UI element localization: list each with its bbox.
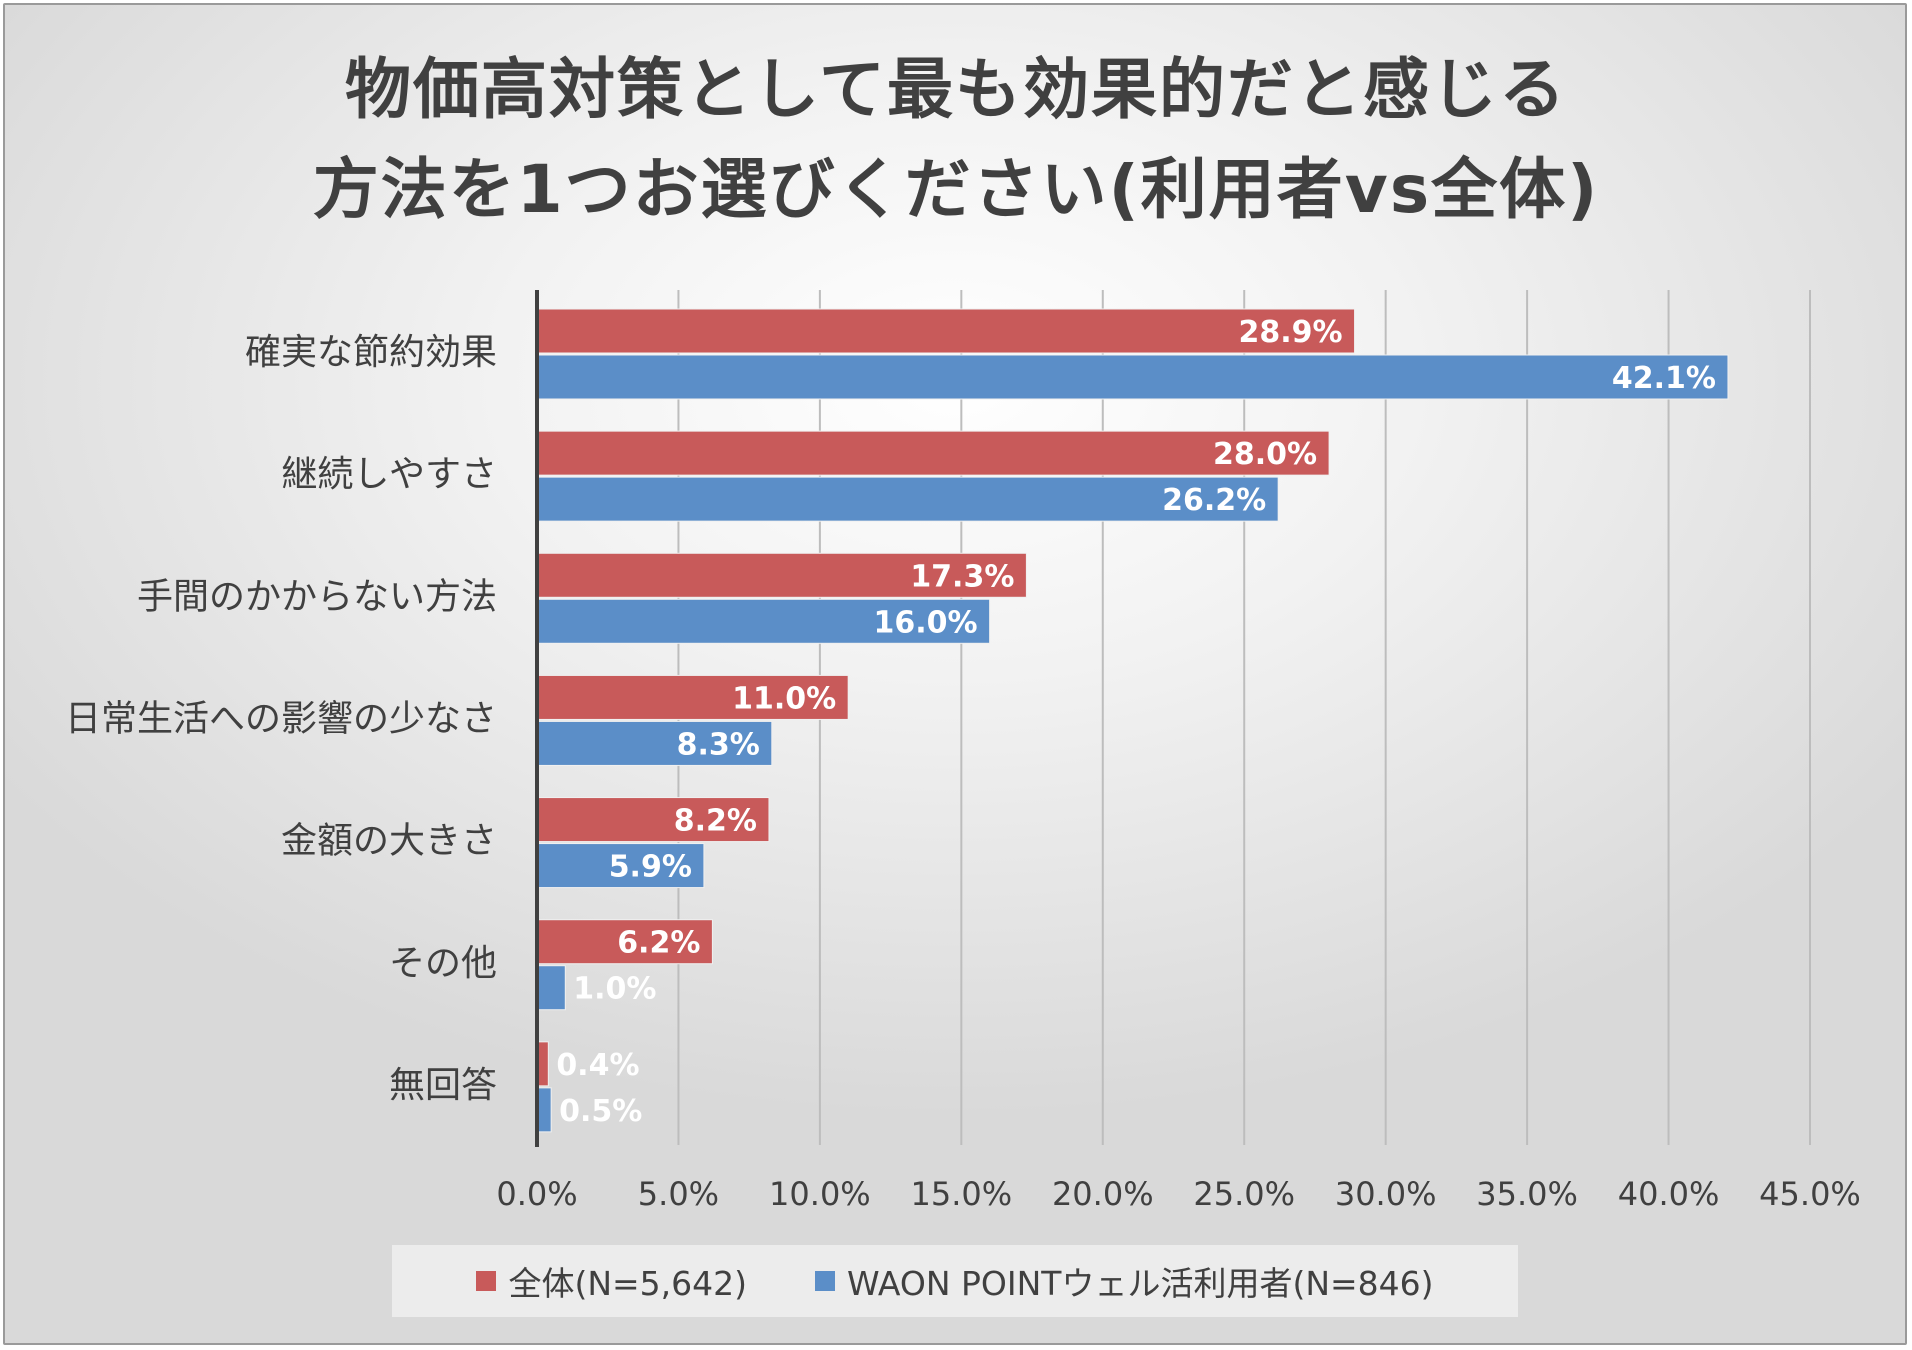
data-label-0-6: 0.4% bbox=[556, 1048, 639, 1083]
data-label-1-1: 26.2% bbox=[1162, 483, 1266, 518]
category-label-2: 手間のかからない方法 bbox=[137, 576, 497, 617]
x-tick-label-25: 25.0% bbox=[1193, 1175, 1295, 1213]
data-label-1-0: 42.1% bbox=[1612, 361, 1716, 396]
x-tick-label-30: 30.0% bbox=[1335, 1175, 1437, 1213]
x-tick-label-10: 10.0% bbox=[769, 1175, 871, 1213]
data-label-1-3: 8.3% bbox=[677, 727, 760, 762]
legend-label-overall: 全体(N=5,642) bbox=[508, 1264, 748, 1303]
chart-title-line-2: 方法を1つお選びください(利用者vs全体) bbox=[312, 151, 1600, 228]
x-tick-label-5: 5.0% bbox=[638, 1175, 719, 1213]
bar-0-3 bbox=[536, 674, 849, 720]
x-tick-label-20: 20.0% bbox=[1052, 1175, 1154, 1213]
bar-1-3 bbox=[536, 720, 773, 766]
data-label-0-3: 11.0% bbox=[732, 681, 836, 716]
category-label-1: 継続しやすさ bbox=[281, 454, 497, 495]
data-label-0-0: 28.9% bbox=[1238, 315, 1342, 350]
legend-swatch-overall bbox=[476, 1271, 497, 1291]
bar-0-4 bbox=[536, 797, 770, 843]
bar-1-5 bbox=[536, 965, 566, 1011]
chart-frame bbox=[3, 3, 1907, 1345]
legend-swatch-users bbox=[815, 1271, 836, 1291]
data-label-0-4: 8.2% bbox=[674, 804, 757, 839]
bar-1-0 bbox=[536, 354, 1729, 400]
x-tick-label-35: 35.0% bbox=[1476, 1175, 1578, 1213]
bar-0-5 bbox=[536, 919, 713, 965]
x-tick-label-0: 0.0% bbox=[496, 1175, 577, 1213]
x-tick-label-15: 15.0% bbox=[911, 1175, 1013, 1213]
legend-label-users: WAON POINTウェル活利用者(N=846) bbox=[847, 1264, 1434, 1303]
x-tick-label-45: 45.0% bbox=[1759, 1175, 1861, 1213]
data-label-1-6: 0.5% bbox=[559, 1094, 642, 1129]
category-label-4: 金額の大きさ bbox=[281, 821, 497, 862]
data-label-1-2: 16.0% bbox=[874, 605, 978, 640]
category-label-6: 無回答 bbox=[389, 1065, 497, 1106]
legend-item-users: WAON POINTウェル活利用者(N=846) bbox=[815, 1257, 1434, 1305]
category-label-3: 日常生活への影響の少なさ bbox=[65, 699, 497, 740]
bar-1-2 bbox=[536, 598, 991, 644]
legend-item-overall: 全体(N=5,642) bbox=[476, 1257, 747, 1305]
legend: 全体(N=5,642) WAON POINTウェル活利用者(N=846) bbox=[392, 1245, 1518, 1317]
data-label-1-4: 5.9% bbox=[609, 850, 692, 885]
data-label-1-5: 1.0% bbox=[573, 972, 656, 1007]
category-label-0: 確実な節約効果 bbox=[245, 332, 497, 373]
chart-title: 物価高対策として最も効果的だと感じる 方法を1つお選びください(利用者vs全体) bbox=[0, 40, 1912, 240]
chart-title-line-1: 物価高対策として最も効果的だと感じる bbox=[344, 51, 1568, 128]
bar-0-1 bbox=[536, 430, 1330, 476]
bar-0-2 bbox=[536, 552, 1027, 598]
bar-0-0 bbox=[536, 308, 1356, 354]
category-label-5: その他 bbox=[389, 943, 497, 984]
bar-1-4 bbox=[536, 843, 705, 889]
bar-1-1 bbox=[536, 476, 1279, 522]
x-tick-label-40: 40.0% bbox=[1618, 1175, 1720, 1213]
data-label-0-5: 6.2% bbox=[617, 926, 700, 961]
bar-1-6 bbox=[536, 1087, 552, 1133]
data-label-0-1: 28.0% bbox=[1213, 437, 1317, 472]
data-label-0-2: 17.3% bbox=[910, 559, 1014, 594]
